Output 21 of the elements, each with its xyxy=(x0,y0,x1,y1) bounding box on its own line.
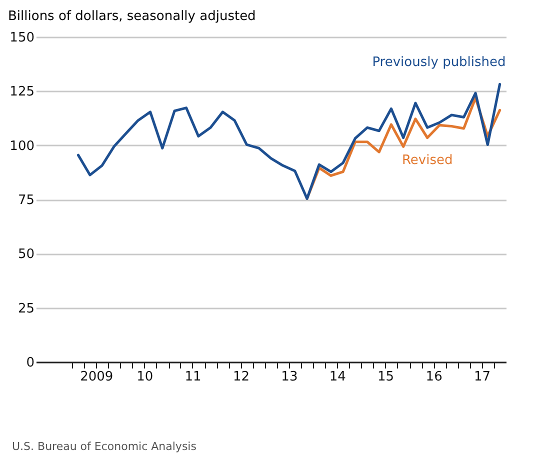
series-label: Revised xyxy=(402,152,453,168)
x-tick-label: 12 xyxy=(233,370,250,384)
text: U.S. Bureau of Economic Analysis xyxy=(12,440,196,453)
x-tick-label: 13 xyxy=(281,370,298,384)
x-tick-label: 2009 xyxy=(80,370,114,384)
x-tick-label: 15 xyxy=(377,370,394,384)
x-tick-label: 17 xyxy=(474,370,490,384)
y-tick-label: 100 xyxy=(10,138,34,154)
x-tick-label: 16 xyxy=(426,370,442,384)
y-tick-label: 25 xyxy=(18,301,34,316)
x-tick-label: 11 xyxy=(184,370,202,384)
y-tick-label: 150 xyxy=(10,30,34,46)
line-series xyxy=(76,82,502,200)
y-tick-label: 0 xyxy=(26,356,34,370)
y-tick-label: 125 xyxy=(10,84,34,100)
series-label: Previously published xyxy=(372,55,506,70)
y-axis-title: Billions of dollars, seasonally adjusted xyxy=(8,9,256,24)
y-tick-label: 50 xyxy=(18,247,34,262)
y-tick-label: 75 xyxy=(18,193,34,208)
x-tick-label: 10 xyxy=(136,370,154,384)
x-tick-label: 14 xyxy=(329,370,346,384)
